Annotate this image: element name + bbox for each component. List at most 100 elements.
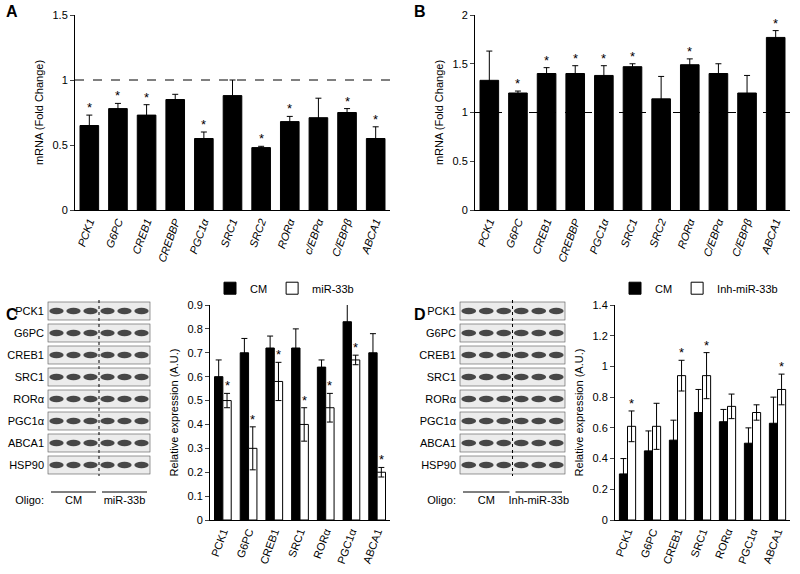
svg-text:G6PC: G6PC: [503, 217, 525, 249]
svg-text:0.2: 0.2: [188, 466, 203, 478]
svg-text:c/EBPα: c/EBPα: [302, 216, 326, 255]
svg-text:PGC1α: PGC1α: [8, 415, 45, 427]
svg-text:0: 0: [462, 204, 468, 216]
svg-text:*: *: [144, 90, 149, 105]
svg-text:0.4: 0.4: [593, 452, 608, 464]
svg-text:RORα: RORα: [311, 527, 333, 561]
svg-text:0.1: 0.1: [188, 490, 203, 502]
svg-text:0.2: 0.2: [593, 483, 608, 495]
svg-text:PCK1: PCK1: [15, 305, 44, 317]
svg-text:*: *: [573, 51, 578, 66]
svg-text:C/EBPα: C/EBPα: [701, 216, 726, 258]
svg-text:SRC1: SRC1: [286, 527, 307, 559]
svg-text:Oligo:: Oligo:: [15, 494, 44, 506]
svg-text:CREBBP: CREBBP: [556, 217, 583, 264]
svg-text:*: *: [544, 53, 549, 68]
svg-text:CM: CM: [250, 282, 267, 294]
svg-text:2: 2: [462, 9, 468, 21]
svg-text:G6PC: G6PC: [426, 327, 456, 339]
svg-text:*: *: [276, 347, 281, 362]
svg-text:CM: CM: [655, 282, 672, 294]
svg-text:*: *: [630, 49, 635, 64]
svg-text:0.8: 0.8: [188, 323, 203, 335]
svg-text:ABCA1: ABCA1: [420, 437, 456, 449]
svg-text:PGC1α: PGC1α: [420, 415, 457, 427]
svg-text:SRC2: SRC2: [247, 217, 268, 249]
svg-text:miR-33b: miR-33b: [104, 494, 146, 506]
svg-text:B: B: [414, 3, 426, 20]
svg-text:0.4: 0.4: [188, 418, 203, 430]
svg-text:PCK1: PCK1: [475, 217, 496, 248]
svg-text:ABCA1: ABCA1: [361, 527, 385, 565]
svg-text:Relative expression (A.U.): Relative expression (A.U.): [168, 349, 180, 477]
svg-text:*: *: [287, 101, 292, 116]
svg-text:0.9: 0.9: [188, 299, 203, 311]
svg-text:0.5: 0.5: [453, 155, 468, 167]
svg-text:G6PC: G6PC: [14, 327, 44, 339]
svg-text:CREB1: CREB1: [7, 349, 44, 361]
svg-text:SRC1: SRC1: [618, 217, 639, 249]
svg-text:*: *: [302, 393, 307, 408]
svg-text:1.5: 1.5: [53, 9, 68, 21]
svg-text:RORα: RORα: [713, 527, 735, 561]
svg-text:G6PC: G6PC: [234, 527, 256, 559]
svg-text:*: *: [515, 76, 520, 91]
svg-text:0: 0: [602, 514, 608, 526]
svg-text:0.5: 0.5: [53, 139, 68, 151]
svg-text:RORα: RORα: [425, 393, 456, 405]
svg-text:0.8: 0.8: [593, 391, 608, 403]
svg-text:*: *: [115, 88, 120, 103]
svg-text:PCK1: PCK1: [75, 217, 96, 248]
svg-text:miR-33b: miR-33b: [312, 282, 354, 294]
svg-text:RORα: RORα: [275, 216, 297, 250]
svg-text:*: *: [704, 338, 709, 353]
svg-text:mRNA (Fold Change): mRNA (Fold Change): [433, 60, 445, 165]
svg-text:CREBBP: CREBBP: [156, 217, 183, 264]
svg-text:PCK1: PCK1: [613, 527, 634, 558]
svg-text:D: D: [414, 306, 426, 323]
svg-text:ABCA1: ABCA1: [759, 217, 783, 256]
svg-text:*: *: [687, 44, 692, 59]
svg-text:Inh-miR-33b: Inh-miR-33b: [717, 282, 778, 294]
svg-text:CREB1: CREB1: [661, 527, 685, 566]
svg-text:1: 1: [462, 106, 468, 118]
svg-text:CREB1: CREB1: [530, 217, 554, 256]
svg-text:SRC2: SRC2: [647, 217, 668, 249]
svg-text:HSP90: HSP90: [421, 459, 456, 471]
svg-text:ABCA1: ABCA1: [8, 437, 44, 449]
svg-text:PGC1α: PGC1α: [335, 527, 359, 566]
svg-text:0: 0: [62, 204, 68, 216]
svg-text:CM: CM: [478, 494, 495, 506]
svg-text:1: 1: [602, 360, 608, 372]
svg-text:SRC1: SRC1: [427, 371, 456, 383]
svg-text:PGC1α: PGC1α: [587, 216, 611, 255]
svg-text:*: *: [87, 100, 92, 115]
svg-text:C: C: [6, 306, 18, 323]
svg-text:ABCA1: ABCA1: [359, 217, 383, 256]
svg-text:SRC1: SRC1: [218, 217, 239, 249]
svg-text:HSP90: HSP90: [9, 459, 44, 471]
svg-text:PGC1α: PGC1α: [736, 527, 760, 566]
svg-text:0.6: 0.6: [188, 371, 203, 383]
svg-text:0: 0: [197, 514, 203, 526]
svg-text:*: *: [373, 112, 378, 127]
svg-text:1: 1: [62, 74, 68, 86]
svg-text:G6PC: G6PC: [638, 527, 660, 559]
svg-text:*: *: [679, 345, 684, 360]
svg-text:SRC1: SRC1: [688, 527, 709, 559]
svg-text:Inh-miR-33b: Inh-miR-33b: [508, 494, 569, 506]
svg-text:PCK1: PCK1: [427, 305, 456, 317]
svg-text:Relative expression (A.U.): Relative expression (A.U.): [573, 349, 585, 477]
svg-text:*: *: [250, 412, 255, 427]
svg-text:A: A: [6, 3, 18, 20]
svg-text:*: *: [601, 51, 606, 66]
svg-text:PCK1: PCK1: [209, 527, 230, 558]
svg-text:CM: CM: [65, 494, 82, 506]
svg-text:CREB1: CREB1: [419, 349, 456, 361]
svg-text:RORα: RORα: [675, 216, 697, 250]
svg-text:SRC1: SRC1: [15, 371, 44, 383]
svg-text:Oligo:: Oligo:: [427, 494, 456, 506]
svg-text:0.6: 0.6: [593, 422, 608, 434]
svg-text:RORα: RORα: [13, 393, 44, 405]
svg-text:1.5: 1.5: [453, 58, 468, 70]
